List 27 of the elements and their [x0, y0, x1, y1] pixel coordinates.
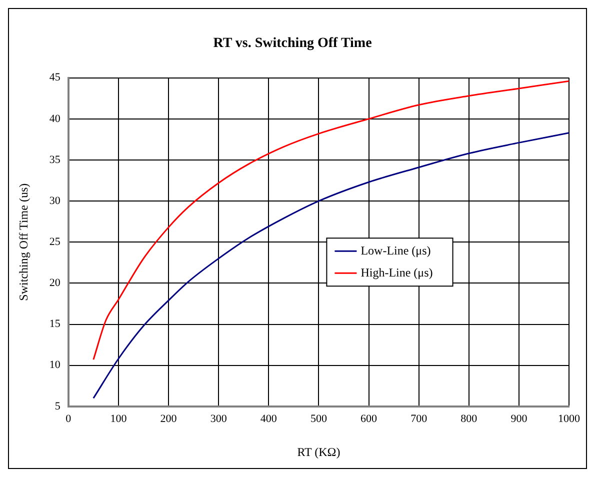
x-tick-label: 700 [410, 412, 428, 425]
line-series [92, 80, 569, 360]
legend-label: High-Line (μs) [360, 265, 433, 280]
x-tick-label: 100 [110, 412, 128, 425]
y-tick-label: 40 [49, 112, 61, 125]
y-tick-label: 35 [49, 154, 61, 166]
x-tick-label: 1000 [558, 412, 580, 425]
y-tick-label: 15 [49, 318, 61, 330]
y-tick-label: 20 [49, 277, 61, 290]
chart-title: RT vs. Switching Off Time [213, 36, 372, 52]
y-tick-label: 10 [49, 359, 61, 372]
line-series [92, 132, 569, 399]
x-tick-label: 0 [66, 412, 72, 425]
y-tick-label: 5 [54, 400, 61, 412]
x-tick-label: 900 [510, 412, 528, 425]
y-axis-title: Switching Off Time (us) [16, 183, 30, 301]
x-axis-title: RT (KΩ) [297, 444, 340, 459]
x-tick-label: 400 [260, 412, 278, 425]
x-tick-label: 500 [310, 412, 328, 425]
legend-label: Low-Line (μs) [360, 243, 431, 258]
x-tick-label: 600 [360, 412, 378, 425]
x-tick-label: 300 [210, 412, 228, 425]
y-tick-label: 25 [49, 236, 61, 248]
x-tick-label: 200 [160, 412, 178, 425]
y-tick-label: 45 [49, 72, 61, 84]
y-tick-label: 30 [49, 194, 61, 207]
x-tick-label: 800 [460, 412, 478, 425]
